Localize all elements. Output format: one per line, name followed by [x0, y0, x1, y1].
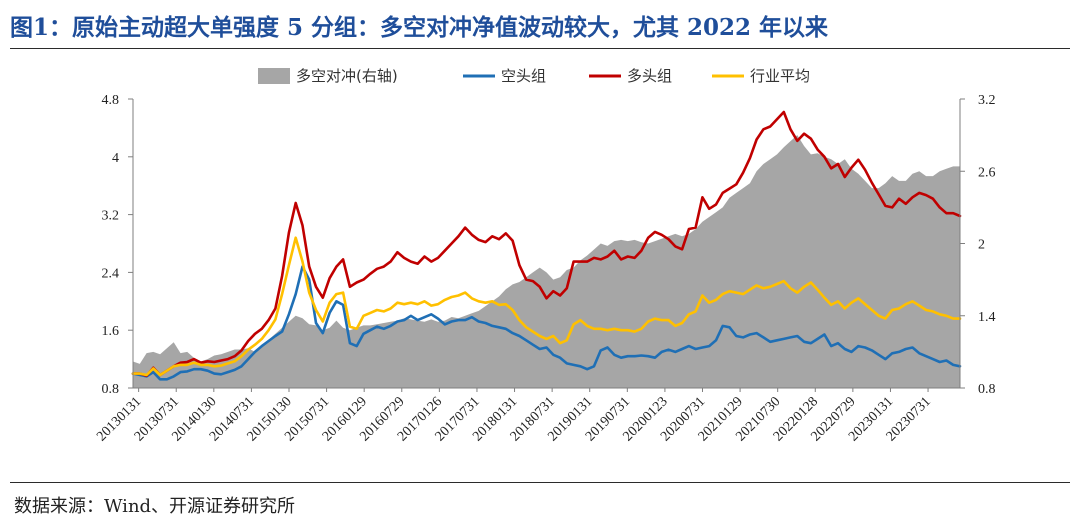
chart-legend: 多空对冲(右轴) 空头组 多头组 行业平均	[258, 67, 810, 85]
y-left-tick-label: 4.8	[102, 93, 120, 108]
legend-item-long: 多头组	[589, 67, 672, 85]
legend-item-short: 空头组	[463, 67, 546, 85]
legend-item-hedge: 多空对冲(右轴)	[258, 67, 398, 85]
y-right-tick-label: 1.4	[978, 310, 996, 325]
plot-area	[131, 110, 962, 388]
y-left-tick-label: 0.8	[102, 382, 120, 397]
legend-swatch-area	[258, 68, 290, 84]
series-area-hedge	[133, 135, 960, 388]
legend-label: 空头组	[501, 67, 546, 85]
legend-label: 行业平均	[750, 67, 810, 85]
series-line-short	[131, 265, 962, 381]
chart: 多空对冲(右轴) 空头组 多头组 行业平均 0.8 1.6 2.4 3.2 4 4.8 0.8 1.…	[94, 67, 996, 444]
legend-label: 多头组	[627, 67, 672, 85]
y-left-tick-label: 2.4	[102, 266, 120, 281]
y-right-tick-label: 2	[978, 238, 985, 253]
legend-label: 多空对冲(右轴)	[296, 67, 398, 85]
source-note: 数据来源：Wind、开源证券研究所	[14, 496, 296, 517]
series-line-long	[131, 110, 962, 378]
legend-item-average: 行业平均	[712, 67, 810, 85]
y-right-tick-label: 0.8	[978, 382, 996, 397]
y-left-tick-label: 1.6	[102, 324, 120, 339]
y-left-tick-label: 3.2	[102, 209, 120, 224]
y-right-tick-label: 2.6	[978, 165, 996, 180]
series-line-average	[131, 236, 962, 377]
title-divider	[10, 48, 1070, 49]
y-left-tick-label: 4	[112, 151, 119, 166]
chart-title: 图1：原始主动超大单强度 5 分组：多空对冲净值波动较大，尤其 2022 年以来	[10, 14, 829, 41]
y-right-tick-label: 3.2	[978, 93, 996, 108]
source-divider	[10, 482, 1070, 483]
